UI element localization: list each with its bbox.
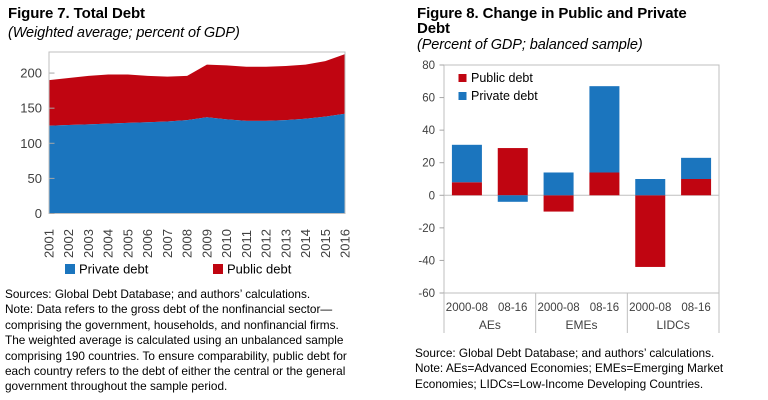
y-axis-tick-label: 80 [422, 60, 435, 72]
change-in-debt-bar-chart: 80 60 40 20 0 -20 -40 -60 2000-08 08-16 2000-08 08-… [418, 60, 720, 333]
y-axis-tick-label: -40 [418, 255, 435, 267]
y-axis-tick-label: 20 [422, 158, 435, 170]
figure8-source-note: Source: Global Debt Database; and author… [415, 346, 724, 391]
private-debt-area [49, 113, 345, 214]
group-label: AEs [479, 318, 501, 332]
y-axis-tick-label: 0 [429, 190, 435, 202]
y-axis-tick-label: -20 [418, 223, 435, 235]
x-axis-tick-label: 2002 [61, 229, 76, 258]
bar-segment-public-debt [681, 179, 712, 196]
x-axis-tick-label: 2008 [180, 229, 195, 258]
category-label: 2000-08 [629, 302, 671, 314]
y-axis-tick-label: -60 [418, 288, 435, 300]
legend-label: Public debt [227, 262, 292, 277]
bar-segment-private-debt [681, 157, 712, 179]
category-label: 2000-08 [446, 302, 488, 314]
figure7-subtitle: (Weighted average; percent of GDP) [8, 25, 240, 41]
bar-segment-public-debt [543, 195, 574, 212]
x-axis-tick-label: 2007 [160, 229, 175, 258]
group-label: EMEs [565, 318, 597, 332]
y-axis-tick-label: 150 [20, 101, 42, 116]
group-label: LIDCs [656, 318, 689, 332]
x-axis-tick-label: 2004 [101, 229, 116, 258]
x-axis-tick-label: 2011 [239, 230, 254, 258]
x-axis-tick-label: 2014 [298, 229, 313, 258]
bar-segment-public-debt [497, 148, 528, 196]
bar-segment-public-debt [635, 195, 666, 267]
category-label: 08-16 [590, 302, 619, 314]
y-axis-tick-label: 100 [20, 136, 42, 151]
x-axis-tick-label: 2003 [81, 229, 96, 258]
x-axis-tick-label: 2013 [278, 229, 293, 258]
bar-segment-public-debt [451, 182, 482, 196]
legend-swatch [458, 92, 467, 100]
x-axis-tick-label: 2016 [338, 229, 353, 258]
x-axis-tick-label: 2010 [219, 229, 234, 258]
legend-swatch [213, 264, 223, 274]
y-axis-tick-label: 50 [28, 171, 42, 186]
category-label: 08-16 [681, 302, 710, 314]
y-axis-tick-label: 0 [35, 206, 42, 221]
total-debt-area-chart: 0 50 100 150 200 2001 2002 2003 2004 2005 2006 2007… [20, 51, 353, 277]
x-axis-tick-label: 2005 [120, 229, 135, 258]
figure8-subtitle: (Percent of GDP; balanced sample) [417, 37, 643, 53]
category-label: 2000-08 [537, 302, 579, 314]
figure8-title: Figure 8. Change in Public and Private D… [417, 5, 687, 37]
y-axis-tick-label: 40 [422, 125, 435, 137]
legend-label: Private debt [79, 262, 149, 277]
legend-swatch [65, 264, 75, 274]
x-axis-tick-label: 2006 [140, 229, 155, 258]
plot-border [48, 51, 346, 214]
x-axis-tick-label: 2009 [199, 229, 214, 258]
bar-segment-private-debt [497, 195, 528, 202]
x-axis-tick-label: 2001 [42, 229, 57, 258]
x-axis-tick-label: 2015 [318, 229, 333, 258]
bar-segment-public-debt [589, 172, 620, 196]
y-axis-tick-label: 60 [422, 93, 435, 105]
legend-label: Public debt [471, 71, 533, 85]
legend-swatch [458, 74, 467, 82]
y-axis-tick-label: 200 [20, 66, 42, 81]
bar-segment-private-debt [543, 172, 574, 196]
bar-segment-private-debt [589, 86, 620, 173]
public-debt-area [49, 54, 345, 126]
plot-border [443, 64, 720, 294]
figure7-source-note: Sources: Global Debt Database; and autho… [5, 287, 347, 394]
legend-label: Private debt [471, 89, 538, 103]
bar-segment-private-debt [451, 144, 482, 183]
category-label: 08-16 [498, 302, 527, 314]
bar-segment-private-debt [635, 179, 666, 196]
x-axis-tick-label: 2012 [259, 229, 274, 258]
figure7-title: Figure 7. Total Debt [8, 5, 145, 22]
